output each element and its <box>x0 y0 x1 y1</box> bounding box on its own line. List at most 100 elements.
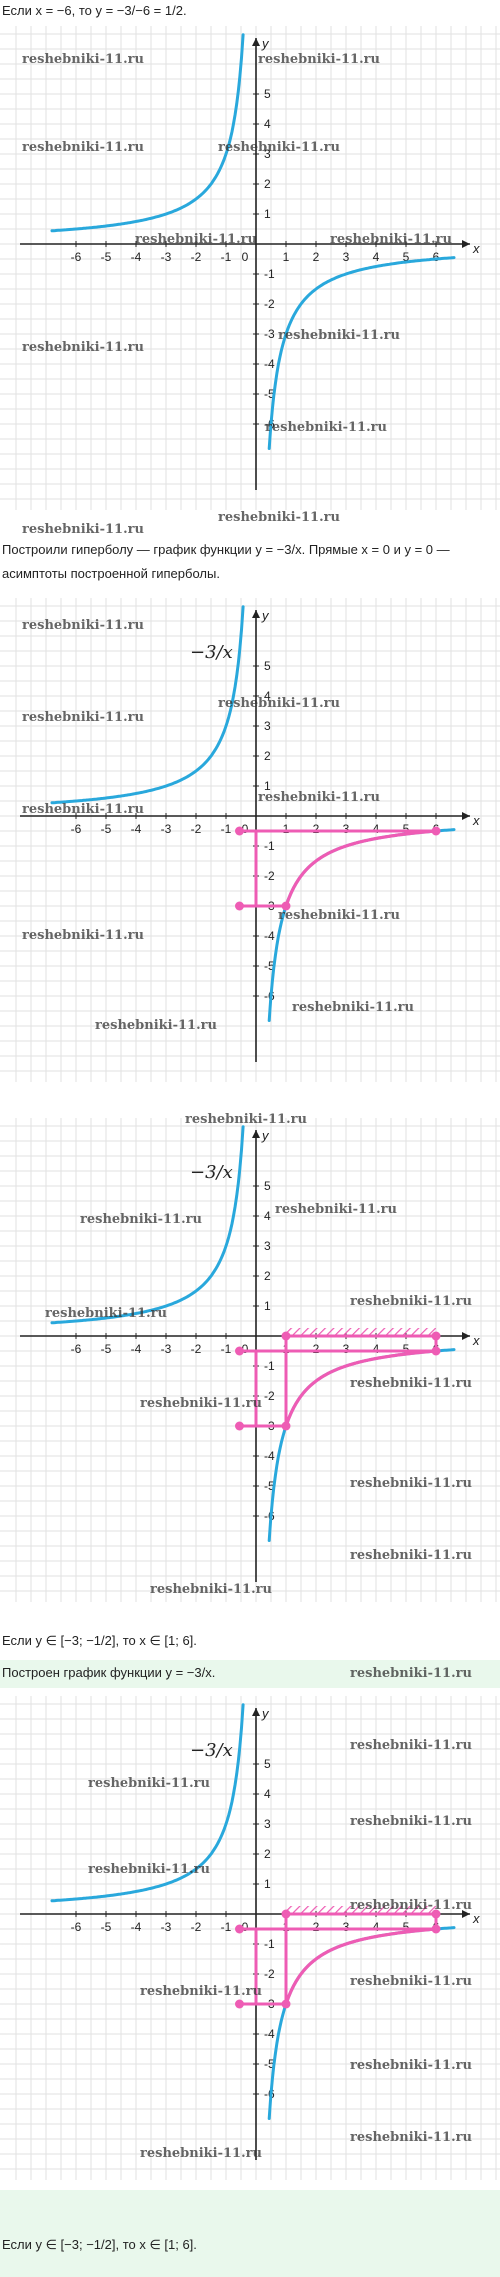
x-axis-arrow <box>462 240 470 248</box>
y-tick-label: 1 <box>264 1877 271 1891</box>
x-tick-label: -5 <box>101 822 112 836</box>
y-tick-label: -2 <box>264 869 275 883</box>
highlight-point <box>431 1909 441 1919</box>
grid <box>0 598 500 1082</box>
x-tick-label: -2 <box>191 1920 202 1934</box>
x-tick-label: 5 <box>403 250 410 264</box>
highlight-point <box>235 1924 244 1934</box>
x-tick-label: 5 <box>403 822 410 836</box>
graph-panel-4: xy-6-5-4-3-2-1012345654321-1-2-3-4-5-6−3… <box>0 1696 500 2180</box>
x-tick-label: 0 <box>242 1920 249 1934</box>
x-tick-label: -4 <box>131 250 142 264</box>
highlight-curve-segment <box>284 1927 438 2006</box>
graph-panel-3: xy-6-5-4-3-2-1012345654321-1-2-3-4-5-6−3… <box>0 1118 500 1602</box>
x-axis-arrow <box>462 1332 470 1340</box>
hyperbola-left-branch <box>50 1125 245 1325</box>
x-tick-label: -6 <box>71 822 82 836</box>
x-tick-label: -6 <box>71 250 82 264</box>
y-tick-label: 3 <box>264 147 271 161</box>
function-label-text: −3/x <box>190 1740 233 1761</box>
y-tick-label: -2 <box>264 1389 275 1403</box>
y-axis-arrow <box>252 38 260 46</box>
y-tick-label: -1 <box>264 1359 275 1373</box>
x-tick-label: 2 <box>313 1342 320 1356</box>
graph-svg-3: xy-6-5-4-3-2-1012345654321-1-2-3-4-5-6−3… <box>0 1118 500 1602</box>
x-tick-label: 6 <box>433 250 440 264</box>
x-tick-label: -1 <box>221 1920 232 1934</box>
highlight-point <box>235 826 244 836</box>
y-tick-label: 3 <box>264 719 271 733</box>
x-tick-label: -1 <box>221 250 232 264</box>
x-tick-label: 5 <box>403 1342 410 1356</box>
y-axis-label: y <box>261 1128 270 1143</box>
y-tick-label: -1 <box>264 267 275 281</box>
hyperbola-left-branch <box>50 33 245 233</box>
x-tick-label: 2 <box>313 1920 320 1934</box>
x-tick-label: 1 <box>283 250 290 264</box>
text-line-1: Если x = −6, то y = −3/−6 = 1/2. <box>2 3 187 18</box>
x-tick-label: 3 <box>343 250 350 264</box>
highlight-point <box>431 1331 441 1341</box>
x-tick-label: 0 <box>242 1342 249 1356</box>
x-tick-label: 0 <box>242 822 249 836</box>
x-tick-label: -5 <box>101 1342 112 1356</box>
hyperbola-left-branch <box>50 1703 245 1903</box>
x-axis-arrow <box>462 1910 470 1918</box>
y-tick-label: 3 <box>264 1817 271 1831</box>
y-tick-label: 4 <box>264 1787 271 1801</box>
x-tick-label: -5 <box>101 250 112 264</box>
y-tick-label: -1 <box>264 1937 275 1951</box>
y-tick-label: 5 <box>264 87 271 101</box>
y-tick-label: 1 <box>264 779 271 793</box>
graph-panel-1: x y -6 -5 -4 -3 -2 -1 0 1 2 3 4 5 6 5 4 3 2 1 -1 -2 -3 -4 -5 -6 <box>0 26 500 510</box>
x-tick-label: -4 <box>131 822 142 836</box>
watermark: reshebniki-11.ru <box>218 510 340 525</box>
hyperbola-right-branch <box>267 1348 456 1542</box>
y-tick-label: -4 <box>264 2027 275 2041</box>
y-tick-label: -3 <box>264 327 275 341</box>
hyperbola-right-branch <box>267 828 456 1022</box>
function-label: −3/x <box>190 1740 233 1761</box>
y-tick-label: -2 <box>264 297 275 311</box>
x-tick-label: -4 <box>131 1920 142 1934</box>
x-tick-label: 5 <box>403 1920 410 1934</box>
green-band-2 <box>0 2190 500 2277</box>
highlight-point <box>431 826 441 836</box>
x-tick-label: 2 <box>313 250 320 264</box>
x-tick-label: -3 <box>161 822 172 836</box>
highlight-x-interval <box>286 1328 436 1336</box>
y-tick-label: -2 <box>264 1967 275 1981</box>
highlight-point <box>235 1346 244 1356</box>
function-label-text: −3/x <box>190 1162 233 1183</box>
graph-svg-2: xy-6-5-4-3-2-1012345654321-1-2-3-4-5-6−3… <box>0 598 500 1082</box>
x-tick-label: -3 <box>161 1920 172 1934</box>
x-axis-arrow <box>462 812 470 820</box>
highlight-point <box>281 901 291 911</box>
x-tick-label: 3 <box>343 1342 350 1356</box>
y-tick-label: -5 <box>264 1479 275 1493</box>
x-axis-label: x <box>472 1911 480 1926</box>
y-tick-label: -5 <box>264 2057 275 2071</box>
y-tick-label: -4 <box>264 929 275 943</box>
graph-panel-2: xy-6-5-4-3-2-1012345654321-1-2-3-4-5-6−3… <box>0 598 500 1082</box>
y-tick-label: 5 <box>264 659 271 673</box>
x-tick-label: -3 <box>161 250 172 264</box>
y-axis-label: y <box>261 36 270 51</box>
x-tick-label: 1 <box>283 822 290 836</box>
highlight-curve-segment <box>284 1349 438 1428</box>
x-tick-label: -1 <box>221 1342 232 1356</box>
hyperbola-left-branch <box>50 605 245 805</box>
y-axis-arrow <box>252 1130 260 1138</box>
y-tick-label: 4 <box>264 1209 271 1223</box>
x-tick-label: 4 <box>373 1342 380 1356</box>
function-label: −3/x <box>190 642 233 663</box>
y-tick-label: -4 <box>264 357 275 371</box>
watermark: reshebniki-11.ru <box>22 522 144 537</box>
y-axis-label: y <box>261 608 270 623</box>
text-line-4: Если y ∈ [−3; −1/2], то x ∈ [1; 6]. <box>2 1633 197 1648</box>
text-line-3: асимптоты построенной гиперболы. <box>2 566 220 581</box>
green-band-1 <box>0 1660 500 1688</box>
x-tick-label: -2 <box>191 1342 202 1356</box>
x-tick-label: 0 <box>242 250 249 264</box>
